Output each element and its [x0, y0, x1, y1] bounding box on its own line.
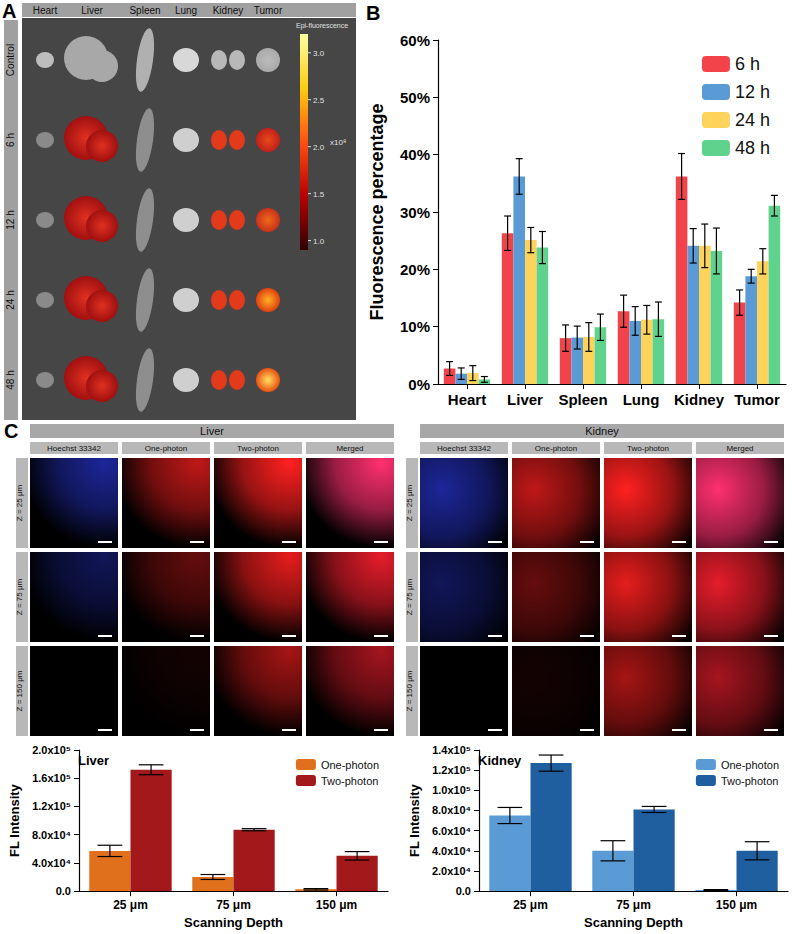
svg-text:Z = 25 μm: Z = 25 μm	[15, 484, 24, 521]
svg-text:Two-photon: Two-photon	[627, 444, 669, 453]
svg-text:1.2x10⁵: 1.2x10⁵	[432, 764, 471, 776]
svg-text:Scanning Depth: Scanning Depth	[584, 915, 683, 930]
svg-text:x10⁸: x10⁸	[330, 138, 346, 147]
svg-text:One-photon: One-photon	[535, 444, 577, 453]
svg-text:Fluorescence percentage: Fluorescence percentage	[367, 103, 387, 320]
svg-text:Tumor: Tumor	[254, 5, 283, 16]
svg-text:One-photon: One-photon	[145, 444, 187, 453]
svg-text:Z = 75 μm: Z = 75 μm	[15, 578, 24, 615]
svg-text:12 h: 12 h	[735, 82, 770, 102]
svg-text:Control: Control	[5, 44, 16, 76]
svg-text:Kidney: Kidney	[478, 753, 522, 768]
svg-text:1.4x10⁵: 1.4x10⁵	[432, 744, 471, 756]
svg-text:Merged: Merged	[336, 444, 363, 453]
svg-text:2.0: 2.0	[313, 143, 325, 152]
svg-text:60%: 60%	[400, 32, 430, 49]
svg-text:Liver: Liver	[200, 425, 224, 437]
svg-text:Tumor: Tumor	[734, 391, 780, 408]
svg-text:Kidney: Kidney	[213, 5, 244, 16]
svg-text:8.0x10⁴: 8.0x10⁴	[432, 804, 471, 816]
svg-text:Z = 150 μm: Z = 150 μm	[405, 670, 414, 711]
svg-text:Lung: Lung	[623, 391, 660, 408]
svg-text:Z = 25 μm: Z = 25 μm	[405, 484, 414, 521]
svg-text:1.2x10⁵: 1.2x10⁵	[32, 800, 71, 812]
svg-text:30%: 30%	[400, 204, 430, 221]
svg-text:40%: 40%	[400, 146, 430, 163]
svg-text:Hoechst 33342: Hoechst 33342	[437, 444, 491, 453]
svg-text:Heart: Heart	[448, 391, 486, 408]
svg-text:75 μm: 75 μm	[616, 898, 651, 912]
svg-text:Two-photon: Two-photon	[721, 775, 778, 787]
svg-text:FL Intensity: FL Intensity	[7, 783, 22, 856]
svg-text:48 h: 48 h	[5, 370, 16, 389]
svg-text:Lung: Lung	[175, 5, 197, 16]
svg-text:Liver: Liver	[507, 391, 543, 408]
svg-text:4.0x10⁴: 4.0x10⁴	[32, 857, 71, 869]
svg-text:FL Intensity: FL Intensity	[407, 783, 422, 856]
svg-text:Spleen: Spleen	[129, 5, 160, 16]
svg-text:24 h: 24 h	[735, 110, 770, 130]
svg-text:1.0x10⁵: 1.0x10⁵	[432, 784, 471, 796]
svg-text:Kidney: Kidney	[585, 425, 619, 437]
svg-text:6 h: 6 h	[735, 54, 760, 74]
svg-text:24 h: 24 h	[5, 290, 16, 309]
svg-text:Epi-fluorescence: Epi-fluorescence	[296, 22, 348, 30]
svg-text:Z = 75 μm: Z = 75 μm	[405, 578, 414, 615]
svg-text:25 μm: 25 μm	[513, 898, 548, 912]
svg-text:2.0x10⁵: 2.0x10⁵	[32, 744, 71, 756]
svg-text:1.5: 1.5	[313, 190, 325, 199]
svg-text:0%: 0%	[408, 376, 430, 393]
html-text:B: B	[366, 2, 381, 24]
svg-text:150 μm: 150 μm	[316, 898, 357, 912]
svg-text:Z = 150 μm: Z = 150 μm	[15, 670, 24, 711]
svg-text:20%: 20%	[400, 261, 430, 278]
svg-text:4.0x10⁴: 4.0x10⁴	[432, 845, 471, 857]
svg-text:12 h: 12 h	[5, 210, 16, 229]
svg-text:3.0: 3.0	[313, 49, 325, 58]
svg-text:A: A	[2, 0, 16, 22]
svg-text:Liver: Liver	[81, 5, 103, 16]
svg-text:One-photon: One-photon	[321, 759, 379, 771]
svg-text:Spleen: Spleen	[558, 391, 607, 408]
svg-text:6 h: 6 h	[5, 133, 16, 147]
svg-text:150 μm: 150 μm	[716, 898, 757, 912]
svg-text:8.0x10⁴: 8.0x10⁴	[32, 829, 71, 841]
svg-text:C: C	[4, 420, 18, 442]
svg-text:Two-photon: Two-photon	[237, 444, 279, 453]
svg-text:0.0: 0.0	[456, 885, 471, 897]
svg-text:75 μm: 75 μm	[216, 898, 251, 912]
svg-text:Merged: Merged	[726, 444, 753, 453]
svg-text:Kidney: Kidney	[674, 391, 725, 408]
svg-text:Heart: Heart	[33, 5, 58, 16]
svg-text:2.5: 2.5	[313, 96, 325, 105]
svg-text:25 μm: 25 μm	[113, 898, 148, 912]
svg-text:10%: 10%	[400, 318, 430, 335]
svg-text:Liver: Liver	[78, 753, 109, 768]
svg-text:2.0x10⁴: 2.0x10⁴	[432, 865, 471, 877]
svg-text:1.6x10⁵: 1.6x10⁵	[32, 772, 71, 784]
svg-text:1.0: 1.0	[313, 237, 325, 246]
svg-text:Two-photon: Two-photon	[321, 775, 378, 787]
svg-text:Hoechst 33342: Hoechst 33342	[47, 444, 101, 453]
svg-text:0.0: 0.0	[56, 885, 71, 897]
svg-text:48 h: 48 h	[735, 138, 770, 158]
svg-text:Scanning Depth: Scanning Depth	[184, 915, 283, 930]
svg-text:50%: 50%	[400, 89, 430, 106]
svg-text:One-photon: One-photon	[721, 759, 779, 771]
svg-text:6.0x10⁴: 6.0x10⁴	[432, 825, 471, 837]
